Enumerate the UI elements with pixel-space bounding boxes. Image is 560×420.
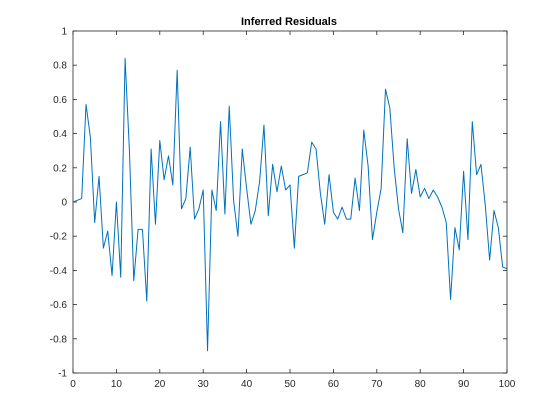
y-tick-label: -0.2 <box>50 232 68 243</box>
y-tick-label: 0.8 <box>53 61 67 72</box>
y-tick-label: -0.8 <box>50 334 68 345</box>
x-tick-label: 0 <box>70 379 76 390</box>
y-tick-label: -0.4 <box>50 266 68 277</box>
x-tick-label: 60 <box>328 379 340 390</box>
axes: 0 10 20 30 40 50 60 70 80 90 100-1-0.8-0.6-0.4-0.2… <box>50 27 516 391</box>
chart-title: Inferred Residuals <box>241 16 337 28</box>
x-tick-label: 50 <box>284 379 296 390</box>
residuals-series-line <box>72 57 508 352</box>
plot-frame <box>72 30 508 374</box>
y-tick-label: 0 <box>61 198 67 209</box>
y-tick-label: -0.6 <box>50 300 68 311</box>
x-tick-label: 30 <box>198 379 210 390</box>
plot-area <box>73 31 507 373</box>
x-tick-label: 20 <box>154 379 166 390</box>
x-tick-label: 70 <box>371 379 383 390</box>
x-tick-label: 90 <box>458 379 470 390</box>
y-tick-label: 0.2 <box>53 163 67 174</box>
x-tick-label: 40 <box>241 379 253 390</box>
y-tick-label: 0.4 <box>53 129 67 140</box>
y-tick-label: 0.6 <box>53 95 67 106</box>
x-tick-label: 100 <box>499 379 516 390</box>
y-tick-label: 1 <box>61 27 67 38</box>
y-tick-label: -1 <box>58 369 67 380</box>
x-tick-label: 80 <box>415 379 427 390</box>
x-tick-label: 10 <box>111 379 123 390</box>
